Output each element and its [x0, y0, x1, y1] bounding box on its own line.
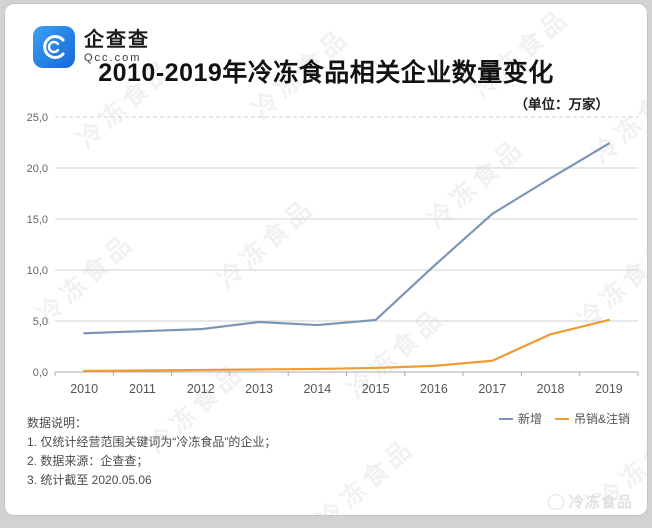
qcc-logo: 企查查 Qcc.com: [33, 26, 150, 68]
chart-legend: 新增 吊销&注销: [499, 410, 630, 427]
legend-item-revoked: 吊销&注销: [555, 410, 630, 427]
x-tick-label: 2011: [129, 382, 156, 396]
infographic-card: 冷冻食品 冷冻食品 冷冻食品 冷冻食品 冷冻食品 冷冻食品 冷冻食品 冷冻食品 …: [4, 3, 648, 516]
x-tick-label: 2016: [420, 382, 448, 396]
legend-label-new: 新增: [518, 412, 543, 426]
y-tick-label: 10,0: [27, 265, 48, 277]
x-tick-label: 2010: [70, 382, 98, 396]
y-tick-label: 15,0: [27, 214, 48, 226]
x-tick-label: 2017: [478, 382, 506, 396]
x-tick-label: 2013: [245, 382, 273, 396]
legend-item-new: 新增: [499, 410, 542, 427]
y-tick-label: 20,0: [27, 163, 48, 175]
legend-label-revoked: 吊销&注销: [574, 412, 631, 426]
x-tick-label: 2014: [303, 382, 331, 396]
data-notes: 数据说明： 1. 仅统计经营范围关键词为“冷冻食品”的企业； 2. 数据来源：企…: [27, 414, 276, 490]
qcc-swirl-icon: [43, 35, 65, 59]
note-line: 3. 统计截至 2020.05.06: [27, 473, 152, 487]
legend-line-swatch-new: [499, 417, 513, 420]
x-tick-label: 2015: [362, 382, 390, 396]
account-icon: [547, 493, 564, 510]
y-tick-label: 5,0: [33, 316, 48, 328]
notes-heading: 数据说明：: [27, 416, 88, 430]
qcc-logo-icon: [33, 26, 75, 68]
qcc-logo-text: 企查查 Qcc.com: [84, 29, 150, 65]
y-tick-label: 0,0: [33, 367, 48, 379]
line-chart: 0,0 5,0 10,0 15,0 20,0 25,0 2010 2011 2012 2013 20…: [27, 112, 639, 396]
series-line-1: [83, 318, 610, 373]
legend-line-swatch-revoked: [555, 417, 570, 420]
note-line: 2. 数据来源：企查查；: [27, 454, 149, 468]
unit-label: （单位：万家）: [514, 97, 610, 112]
series-line-0: [83, 142, 610, 335]
y-tick-label: 25,0: [27, 112, 48, 124]
account-watermark: 冷冻食品: [547, 491, 633, 512]
brand-domain: Qcc.com: [84, 52, 142, 64]
x-tick-label: 2018: [537, 382, 565, 396]
page-title: 2010-2019年冷冻食品相关企业数量变化: [98, 59, 554, 87]
brand-name: 企查查: [84, 29, 150, 51]
x-tick-label: 2019: [595, 382, 623, 396]
note-line: 1. 仅统计经营范围关键词为“冷冻食品”的企业；: [27, 435, 277, 449]
account-watermark-label: 冷冻食品: [568, 494, 633, 511]
x-tick-label: 2012: [187, 382, 215, 396]
